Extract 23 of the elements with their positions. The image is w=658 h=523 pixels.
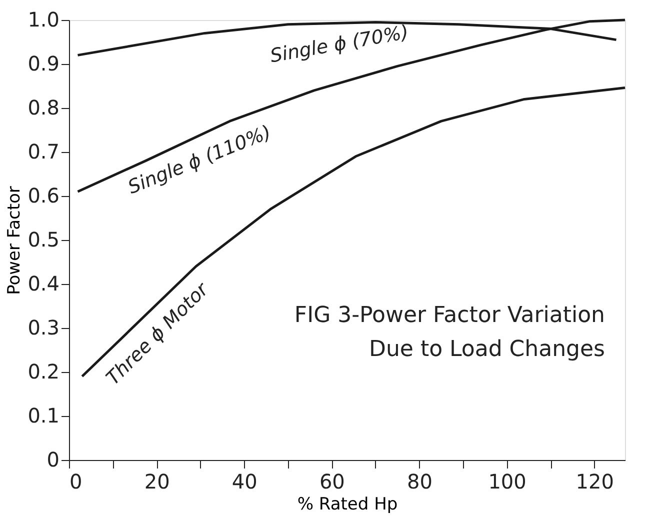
y-axis-title: Power Factor [4,186,25,295]
x-tick-label: 100 [488,470,526,494]
y-tick-label: 0.9 [28,52,60,76]
y-tick-label: 0.3 [28,316,60,340]
y-tick-label: 0.2 [28,360,60,384]
y-tick-label: 0.8 [28,96,60,120]
y-tick-label: 0.7 [28,140,60,164]
y-tick-label: 0.4 [28,272,60,296]
y-tick-label: 0 [46,448,60,472]
x-tick-label: 40 [232,470,258,494]
y-tick-label: 0.6 [28,184,60,208]
y-tick-label: 0.1 [28,404,60,428]
line-series [76,18,626,193]
x-tick-label: 20 [144,470,170,494]
text: FIG 3-Power Factor Variation Due to Load Changes [294,303,605,362]
x-tick-label: 0 [70,470,82,494]
text: Single ϕ (70%) [268,21,410,68]
x-tick-label: 80 [407,470,432,494]
y-tick-label: 1.0 [28,8,60,32]
x-tick-label: 120 [576,470,614,494]
y-tick-label: 0.5 [28,228,60,252]
x-axis-title: % Rated Hp [297,494,398,514]
x-tick-label: 60 [319,470,345,494]
